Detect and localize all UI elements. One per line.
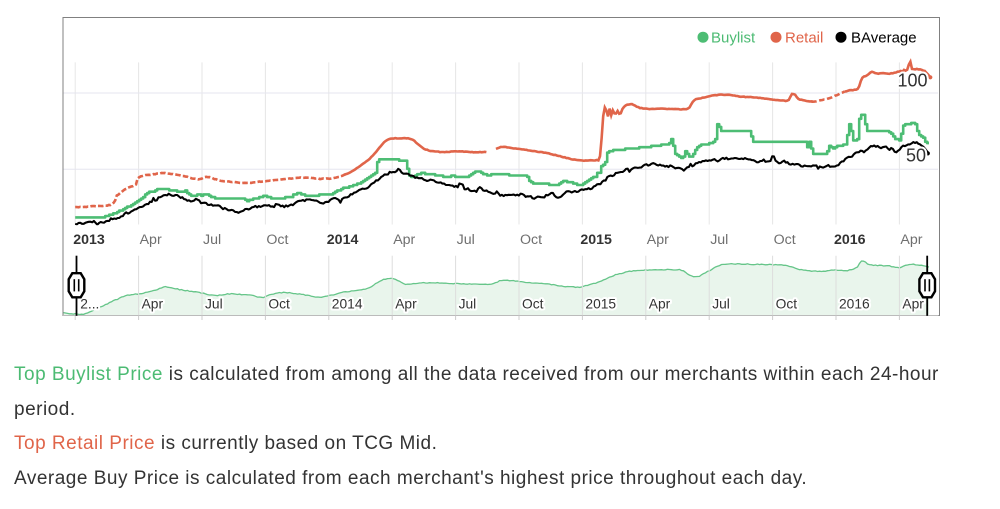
svg-text:2013: 2013 bbox=[73, 232, 105, 248]
svg-text:2014: 2014 bbox=[332, 296, 363, 311]
svg-text:2014: 2014 bbox=[327, 232, 359, 248]
svg-text:2...: 2... bbox=[80, 296, 99, 311]
svg-text:Jul: Jul bbox=[203, 232, 221, 248]
svg-text:Jul: Jul bbox=[712, 296, 730, 311]
svg-text:Jul: Jul bbox=[205, 296, 223, 311]
svg-text:Oct: Oct bbox=[776, 296, 798, 311]
svg-text:Apr: Apr bbox=[649, 296, 671, 311]
svg-text:Jul: Jul bbox=[459, 296, 477, 311]
svg-text:Buylist: Buylist bbox=[711, 29, 756, 46]
svg-text:Apr: Apr bbox=[647, 232, 669, 248]
svg-text:2015: 2015 bbox=[580, 232, 612, 248]
svg-text:Apr: Apr bbox=[140, 232, 162, 248]
svg-text:2016: 2016 bbox=[839, 296, 870, 311]
svg-text:Oct: Oct bbox=[266, 232, 288, 248]
svg-text:Retail: Retail bbox=[785, 29, 823, 46]
svg-text:2016: 2016 bbox=[834, 232, 866, 248]
svg-text:Jul: Jul bbox=[457, 232, 475, 248]
svg-text:100: 100 bbox=[897, 70, 927, 90]
svg-text:50: 50 bbox=[906, 145, 926, 165]
svg-text:Oct: Oct bbox=[520, 232, 542, 248]
svg-text:2015: 2015 bbox=[585, 296, 616, 311]
svg-text:Apr: Apr bbox=[142, 296, 164, 311]
svg-text:BAverage: BAverage bbox=[851, 29, 917, 46]
svg-text:Oct: Oct bbox=[522, 296, 544, 311]
svg-text:Apr: Apr bbox=[393, 232, 415, 248]
svg-text:Apr: Apr bbox=[902, 296, 924, 311]
svg-text:Oct: Oct bbox=[268, 296, 290, 311]
svg-text:Apr: Apr bbox=[900, 232, 922, 248]
svg-text:Oct: Oct bbox=[774, 232, 796, 248]
svg-text:Jul: Jul bbox=[710, 232, 728, 248]
svg-text:Apr: Apr bbox=[395, 296, 417, 311]
